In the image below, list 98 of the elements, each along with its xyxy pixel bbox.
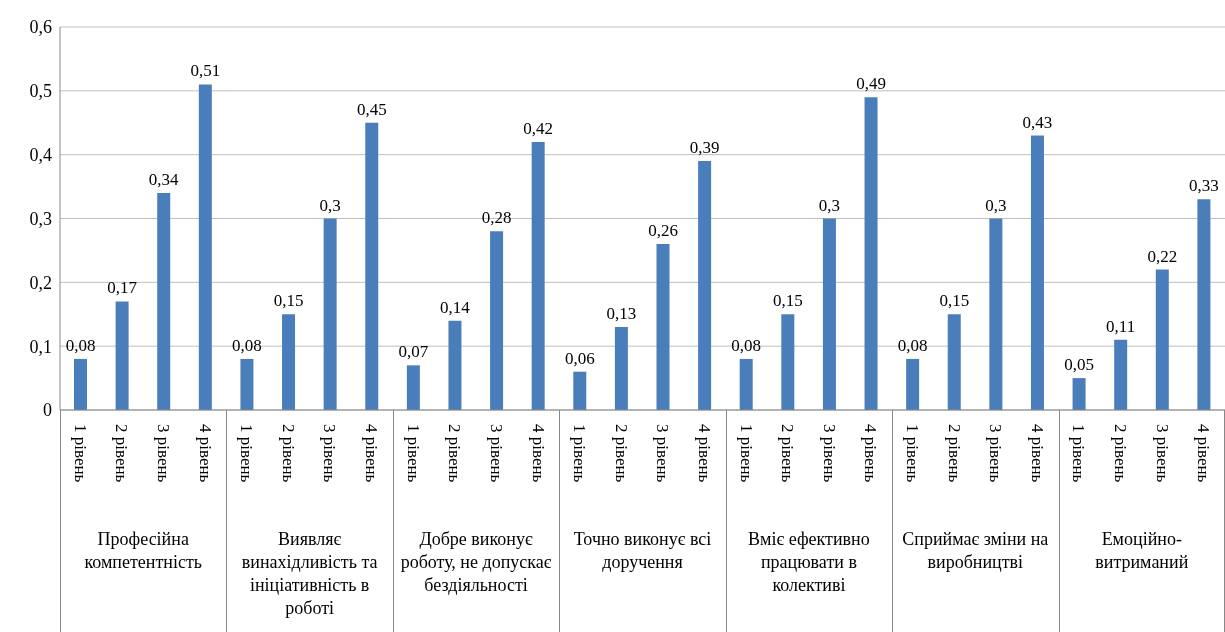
data-label: 0,3 [319, 195, 341, 215]
x-tick-label: 2 рівень [778, 424, 798, 483]
bar [1030, 135, 1044, 410]
x-tick-label: 4 рівень [861, 424, 881, 483]
bar [1155, 269, 1169, 410]
bar [448, 320, 462, 410]
bar [698, 161, 712, 410]
data-label: 0,42 [523, 118, 554, 138]
data-label: 0,28 [481, 208, 512, 228]
data-label: 0,06 [564, 348, 595, 368]
data-label: 0,26 [648, 221, 678, 241]
x-tick-label: 3 рівень [154, 424, 174, 483]
x-tick-label: 3 рівень [486, 424, 506, 483]
x-tick-label: 3 рівень [653, 424, 673, 483]
data-label: 0,33 [1189, 176, 1219, 196]
bar [1114, 339, 1128, 410]
bar [490, 231, 504, 410]
x-tick-label: 1 рівень [570, 424, 590, 483]
data-label: 0,08 [731, 335, 762, 355]
bar [365, 122, 379, 410]
y-tick-label: 0,1 [29, 336, 52, 357]
bar [656, 244, 670, 410]
x-tick-label: 3 рівень [320, 424, 340, 483]
data-label: 0,14 [440, 297, 471, 317]
bar [240, 358, 254, 410]
data-label: 0,17 [107, 278, 138, 298]
data-label: 0,05 [1064, 355, 1094, 375]
text: Сприймає зміни на виробництві [901, 528, 1050, 574]
x-tick-label: 2 рівень [112, 424, 132, 483]
x-tick-label: 4 рівень [528, 424, 548, 483]
data-label: 0,39 [689, 138, 720, 158]
x-tick-label: 2 рівень [611, 424, 631, 483]
y-tick-label: 0,4 [29, 145, 52, 166]
text: Вміє ефективно працювати в колективі [747, 528, 871, 597]
y-tick-label: 0,6 [29, 17, 52, 38]
data-label: 0,3 [818, 195, 841, 215]
x-tick-label: 1 рівень [237, 424, 257, 483]
data-label: 0,13 [606, 304, 637, 324]
data-label: 0,51 [190, 61, 221, 81]
data-label: 0,49 [856, 74, 886, 94]
x-tick-label: 4 рівень [362, 424, 382, 483]
y-tick-label: 0,3 [29, 208, 52, 229]
text: Професійна компетентність [83, 528, 203, 574]
bar [198, 84, 212, 410]
data-label: 0,11 [1106, 316, 1136, 336]
x-tick-label: 2 рівень [1111, 424, 1131, 483]
bar [573, 371, 587, 410]
bar [1072, 378, 1086, 410]
text: Виявляє винахідливість та ініціативність в роботі [240, 528, 379, 620]
x-tick-label: 2 рівень [445, 424, 465, 483]
bar [531, 141, 545, 410]
bar [822, 218, 836, 410]
bar [115, 301, 129, 410]
bar [74, 358, 87, 410]
x-tick-label: 1 рівень [1069, 424, 1089, 483]
bar [1197, 199, 1211, 410]
x-tick-label: 3 рівень [819, 424, 839, 483]
bar [947, 314, 961, 410]
data-label: 0,08 [897, 335, 928, 355]
bar [864, 97, 878, 410]
x-tick-label: 3 рівень [986, 424, 1006, 483]
y-tick-label: 0,2 [29, 272, 52, 293]
x-tick-label: 1 рівень [403, 424, 423, 483]
x-tick-label: 4 рівень [195, 424, 215, 483]
x-tick-label: 3 рівень [1152, 424, 1172, 483]
bar [406, 365, 420, 410]
data-label: 0,15 [939, 291, 970, 311]
data-label: 0,08 [232, 335, 262, 355]
x-tick-label: 4 рівень [694, 424, 714, 483]
data-label: 0,45 [356, 99, 387, 119]
data-label: 0,43 [1022, 112, 1053, 132]
text: Точно виконує всі доручення [572, 528, 713, 574]
x-tick-label: 4 рівень [1194, 424, 1214, 483]
bar [989, 218, 1003, 410]
bar [323, 218, 337, 410]
data-label: 0,08 [65, 335, 96, 355]
bar [906, 358, 920, 410]
data-label: 0,07 [398, 342, 429, 362]
x-tick-label: 4 рівень [1027, 424, 1047, 483]
data-label: 0,3 [985, 195, 1007, 215]
bar [739, 358, 753, 410]
x-tick-label: 1 рівень [736, 424, 756, 483]
text: Добре виконує роботу, не допускає бездіяльності [399, 528, 553, 597]
text: Емоційно-витриманий [1094, 528, 1190, 574]
data-label: 0,15 [772, 291, 803, 311]
data-label: 0,22 [1147, 246, 1178, 266]
x-tick-label: 1 рівень [903, 424, 922, 483]
x-tick-label: 2 рівень [278, 424, 298, 483]
y-tick-label: 0 [43, 400, 52, 421]
bar [781, 314, 795, 410]
x-tick-label: 1 рівень [70, 424, 90, 483]
bar [614, 327, 628, 410]
data-label: 0,34 [148, 169, 180, 189]
x-tick-label: 2 рівень [944, 424, 964, 483]
data-label: 0,15 [273, 291, 304, 311]
bar [282, 314, 296, 410]
y-tick-label: 0,5 [29, 81, 52, 102]
bar [157, 192, 171, 410]
